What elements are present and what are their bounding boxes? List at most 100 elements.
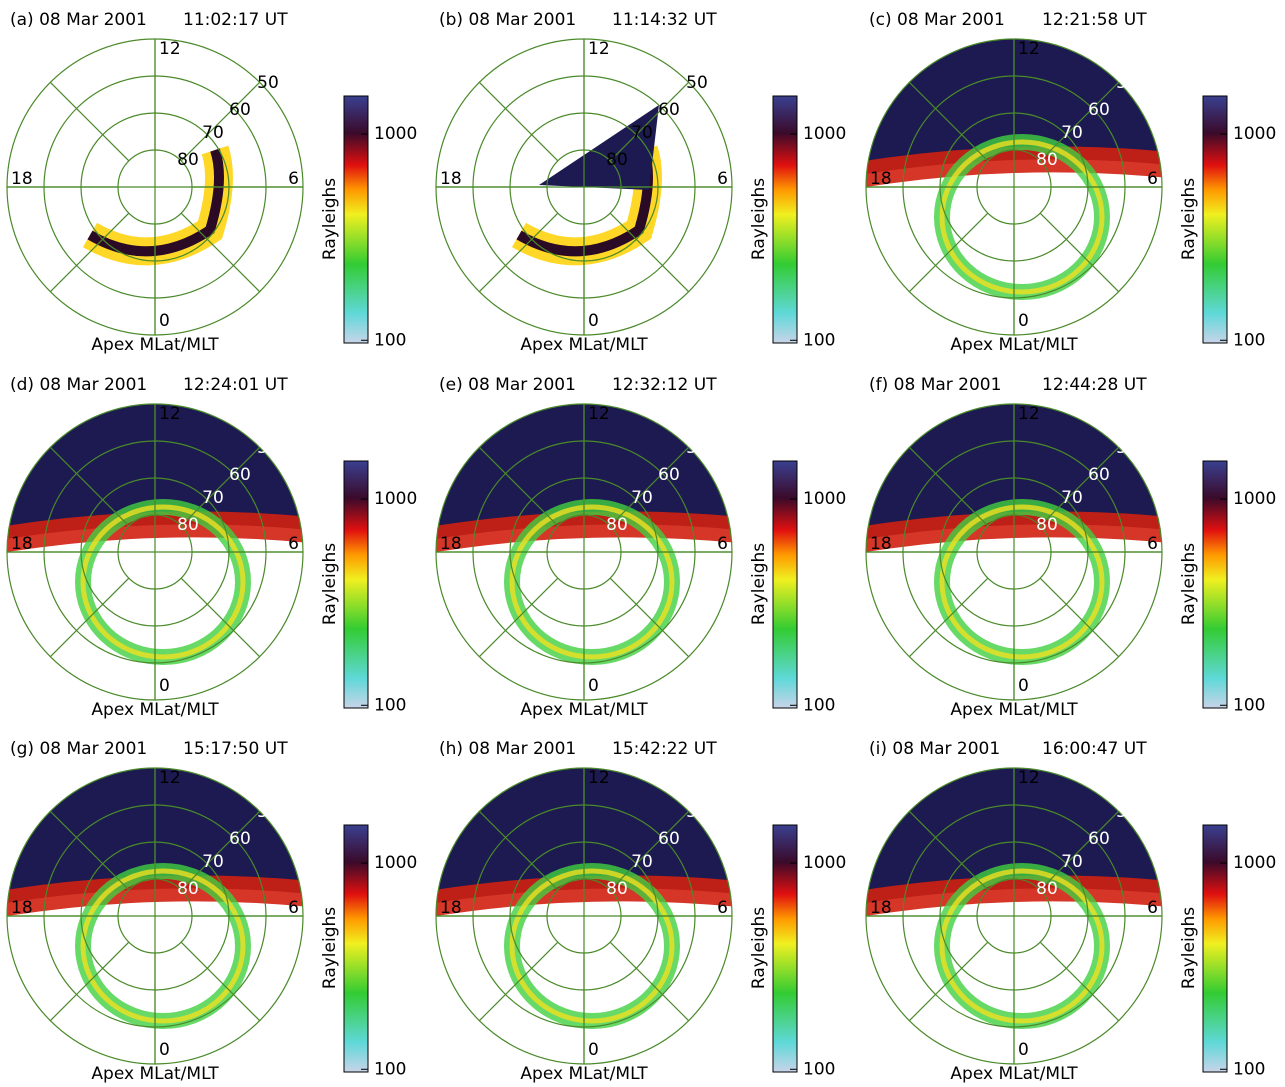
colorbar-tick-label: 1000 xyxy=(803,489,846,509)
aurora-oval-core xyxy=(509,868,675,1024)
colorbar-tick-label: 100 xyxy=(803,695,835,715)
mlt-line xyxy=(609,577,690,658)
mlt-label: 18 xyxy=(440,169,462,189)
colorbar-label: Rayleighs xyxy=(1179,178,1199,260)
mlt-line xyxy=(609,446,690,527)
mlt-label: 0 xyxy=(588,1040,599,1060)
lat-label: 70 xyxy=(202,852,224,872)
colorbar-tick-label: 100 xyxy=(803,330,835,350)
colorbar-tick-label: 100 xyxy=(374,330,406,350)
axis-label: Apex MLat/MLT xyxy=(520,700,648,720)
mlt-line xyxy=(908,81,989,162)
lat-label: 60 xyxy=(229,829,251,849)
lat-label: 70 xyxy=(202,488,224,508)
lat-label: 60 xyxy=(1088,465,1110,485)
panel-label: (i) 08 Mar 2001 xyxy=(869,739,1000,759)
lat-label: 70 xyxy=(1061,123,1083,143)
lat-label: 50 xyxy=(1116,802,1138,822)
mlt-line xyxy=(49,446,130,527)
colorbar-tick-label: 100 xyxy=(1233,1059,1265,1079)
mlt-label: 18 xyxy=(870,534,892,554)
mlt-label: 18 xyxy=(11,898,33,918)
colorbar-label: Rayleighs xyxy=(749,178,769,260)
colorbar xyxy=(772,460,798,709)
lat-label: 70 xyxy=(1061,488,1083,508)
mlt-line xyxy=(180,81,261,162)
mlt-line xyxy=(609,941,690,1022)
mlt-line xyxy=(908,446,989,527)
lat-label: 60 xyxy=(1088,829,1110,849)
axis-label: Apex MLat/MLT xyxy=(950,700,1078,720)
axis-label: Apex MLat/MLT xyxy=(950,1064,1078,1084)
lat-label: 60 xyxy=(658,465,680,485)
aurora-oval-core xyxy=(939,139,1105,295)
lat-label: 50 xyxy=(257,802,279,822)
colorbar xyxy=(772,824,798,1073)
lat-label: 50 xyxy=(1116,73,1138,93)
mlt-line xyxy=(180,810,261,891)
colorbar xyxy=(1202,460,1228,709)
lat-label: 70 xyxy=(631,123,653,143)
panel-time: 11:02:17 UT xyxy=(183,10,288,30)
lat-label: 80 xyxy=(177,515,199,535)
lat-label: 60 xyxy=(658,829,680,849)
mlt-line xyxy=(180,212,261,293)
colorbar-tick-label: 1000 xyxy=(1233,124,1276,144)
mlt-label: 6 xyxy=(288,534,299,554)
axis-label: Apex MLat/MLT xyxy=(520,335,648,355)
panel-time: 11:14:32 UT xyxy=(612,10,717,30)
mlt-label: 12 xyxy=(588,768,610,788)
colorbar-tick-label: 1000 xyxy=(374,489,417,509)
lat-label: 80 xyxy=(1036,150,1058,170)
mlt-label: 6 xyxy=(717,534,728,554)
panel-label: (b) 08 Mar 2001 xyxy=(439,10,576,30)
panel-time: 12:24:01 UT xyxy=(183,375,288,395)
colorbar-tick-label: 100 xyxy=(1233,695,1265,715)
mlt-line xyxy=(49,212,130,293)
axis-label: Apex MLat/MLT xyxy=(950,335,1078,355)
aurora-oval-core xyxy=(939,504,1105,660)
panel-time: 12:44:28 UT xyxy=(1042,375,1147,395)
mlt-label: 18 xyxy=(11,534,33,554)
axis-label: Apex MLat/MLT xyxy=(91,1064,219,1084)
aurora-oval-core xyxy=(87,148,224,257)
colorbar-label: Rayleighs xyxy=(1179,907,1199,989)
mlt-label: 12 xyxy=(588,39,610,59)
lat-label: 50 xyxy=(686,802,708,822)
aurora-image xyxy=(511,105,662,266)
colorbar-tick-label: 1000 xyxy=(803,853,846,873)
mlt-label: 6 xyxy=(1147,898,1158,918)
aurora-oval-core xyxy=(80,868,246,1024)
colorbar xyxy=(343,460,369,709)
mlt-line xyxy=(908,577,989,658)
mlt-label: 12 xyxy=(159,39,181,59)
mlt-label: 6 xyxy=(288,898,299,918)
colorbar xyxy=(772,95,798,344)
colorbar-label: Rayleighs xyxy=(320,178,340,260)
panel-time: 15:42:22 UT xyxy=(612,739,717,759)
mlt-line xyxy=(478,810,559,891)
colorbar-label: Rayleighs xyxy=(320,543,340,625)
panel-label: (g) 08 Mar 2001 xyxy=(10,739,147,759)
colorbar-tick-label: 1000 xyxy=(1233,853,1276,873)
mlt-label: 12 xyxy=(1018,404,1040,424)
colorbar-label: Rayleighs xyxy=(320,907,340,989)
lat-label: 60 xyxy=(229,100,251,120)
aurora-cap xyxy=(539,105,659,190)
lat-label: 80 xyxy=(1036,879,1058,899)
colorbar xyxy=(343,824,369,1073)
mlt-line xyxy=(908,212,989,293)
panel-time: 12:32:12 UT xyxy=(612,375,717,395)
mlt-label: 18 xyxy=(440,898,462,918)
mlt-label: 0 xyxy=(588,676,599,696)
lat-label: 50 xyxy=(257,438,279,458)
colorbar-tick-label: 1000 xyxy=(374,853,417,873)
mlt-label: 12 xyxy=(588,404,610,424)
panel-time: 12:21:58 UT xyxy=(1042,10,1147,30)
aurora-oval-core xyxy=(939,868,1105,1024)
